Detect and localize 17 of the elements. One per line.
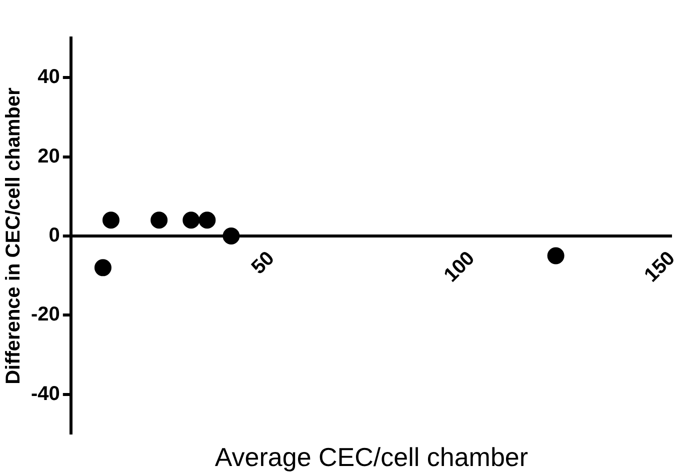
x-tick-label: 100: [440, 247, 480, 287]
y-axis-title: Difference in CEC/cell chamber: [2, 87, 25, 384]
point: [198, 212, 216, 229]
point: [547, 247, 564, 264]
x-tick-label: 50: [247, 247, 279, 279]
y-tick-label: 20: [38, 145, 60, 168]
point: [94, 259, 112, 276]
point: [102, 212, 120, 229]
y-tick-label: -40: [31, 382, 60, 405]
point: [222, 228, 240, 244]
x-axis-title: Average CEC/cell chamber: [214, 442, 528, 472]
point: [182, 212, 200, 229]
y-tick-label: -20: [31, 304, 60, 326]
y-tick-label: 40: [38, 66, 60, 88]
y-tick-label: 0: [48, 224, 60, 247]
x-tick-label: 150: [640, 247, 680, 287]
point: [150, 212, 168, 229]
